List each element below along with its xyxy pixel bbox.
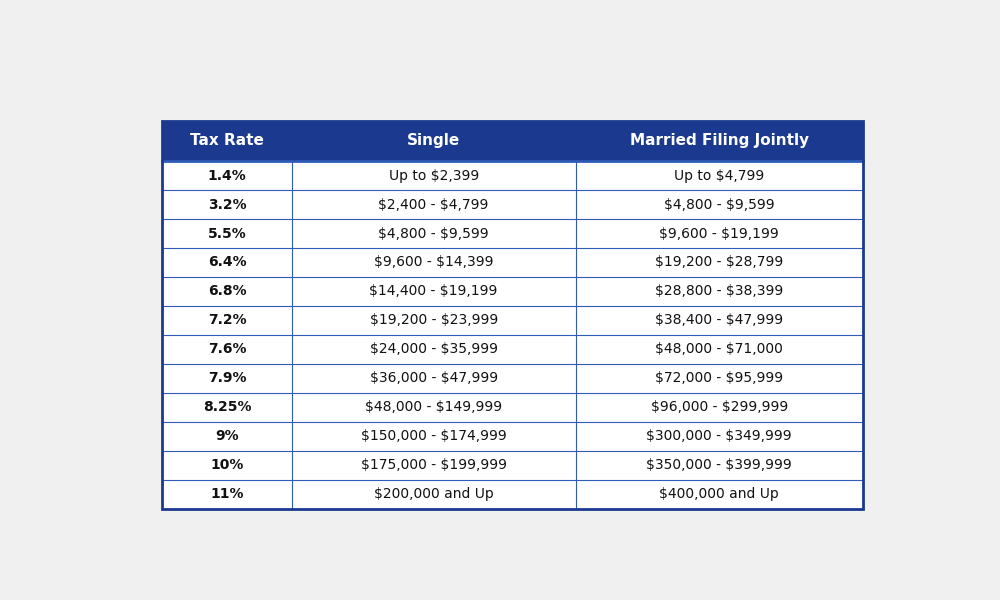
Bar [162, 121, 863, 509]
Text: \$48,000 - \$71,000: \$48,000 - \$71,000 [655, 343, 783, 356]
Text: 6.8%: 6.8% [208, 284, 246, 298]
Text: \$9,600 - \$14,399: \$9,600 - \$14,399 [374, 256, 493, 269]
Bar [162, 451, 863, 479]
Bar [162, 306, 863, 335]
Text: 7.2%: 7.2% [208, 313, 246, 328]
Text: \$28,800 - \$38,399: \$28,800 - \$38,399 [655, 284, 783, 298]
Text: Up to \$2,399: Up to \$2,399 [389, 169, 479, 182]
Bar [162, 422, 863, 451]
Bar [162, 479, 863, 509]
Bar [162, 393, 863, 422]
Bar [162, 277, 863, 306]
Text: 7.9%: 7.9% [208, 371, 246, 385]
Text: \$36,000 - \$47,999: \$36,000 - \$47,999 [370, 371, 498, 385]
Text: 3.2%: 3.2% [208, 197, 246, 212]
Bar [162, 161, 863, 190]
Text: \$2,400 - \$4,799: \$2,400 - \$4,799 [378, 197, 489, 212]
Text: 8.25%: 8.25% [203, 400, 251, 414]
Text: \$14,400 - \$19,199: \$14,400 - \$19,199 [369, 284, 498, 298]
Text: \$350,000 - \$399,999: \$350,000 - \$399,999 [646, 458, 792, 472]
Bar [162, 364, 863, 393]
Text: 11%: 11% [210, 487, 244, 501]
Text: \$200,000 and Up: \$200,000 and Up [374, 487, 494, 501]
Text: 7.6%: 7.6% [208, 343, 246, 356]
Text: \$19,200 - \$28,799: \$19,200 - \$28,799 [655, 256, 783, 269]
Text: \$48,000 - \$149,999: \$48,000 - \$149,999 [365, 400, 502, 414]
Text: 5.5%: 5.5% [208, 227, 246, 241]
Text: \$19,200 - \$23,999: \$19,200 - \$23,999 [370, 313, 498, 328]
Text: \$24,000 - \$35,999: \$24,000 - \$35,999 [370, 343, 498, 356]
Text: \$400,000 and Up: \$400,000 and Up [659, 487, 779, 501]
Bar [162, 190, 863, 219]
Text: \$96,000 - \$299,999: \$96,000 - \$299,999 [651, 400, 788, 414]
Text: \$4,800 - \$9,599: \$4,800 - \$9,599 [378, 227, 489, 241]
Text: \$175,000 - \$199,999: \$175,000 - \$199,999 [361, 458, 507, 472]
Text: \$9,600 - \$19,199: \$9,600 - \$19,199 [659, 227, 779, 241]
Text: Single: Single [407, 133, 460, 148]
Bar [162, 219, 863, 248]
Bar [162, 121, 863, 161]
Text: Up to \$4,799: Up to \$4,799 [674, 169, 764, 182]
Text: \$150,000 - \$174,999: \$150,000 - \$174,999 [361, 429, 507, 443]
Text: \$38,400 - \$47,999: \$38,400 - \$47,999 [655, 313, 783, 328]
Text: 6.4%: 6.4% [208, 256, 246, 269]
Bar [162, 248, 863, 277]
Text: 1.4%: 1.4% [208, 169, 246, 182]
Text: \$4,800 - \$9,599: \$4,800 - \$9,599 [664, 197, 774, 212]
Text: 10%: 10% [210, 458, 244, 472]
Text: Tax Rate: Tax Rate [190, 133, 264, 148]
Text: \$300,000 - \$349,999: \$300,000 - \$349,999 [646, 429, 792, 443]
Text: \$72,000 - \$95,999: \$72,000 - \$95,999 [655, 371, 783, 385]
Bar [162, 335, 863, 364]
Text: Married Filing Jointly: Married Filing Jointly [630, 133, 809, 148]
Text: 9%: 9% [215, 429, 239, 443]
